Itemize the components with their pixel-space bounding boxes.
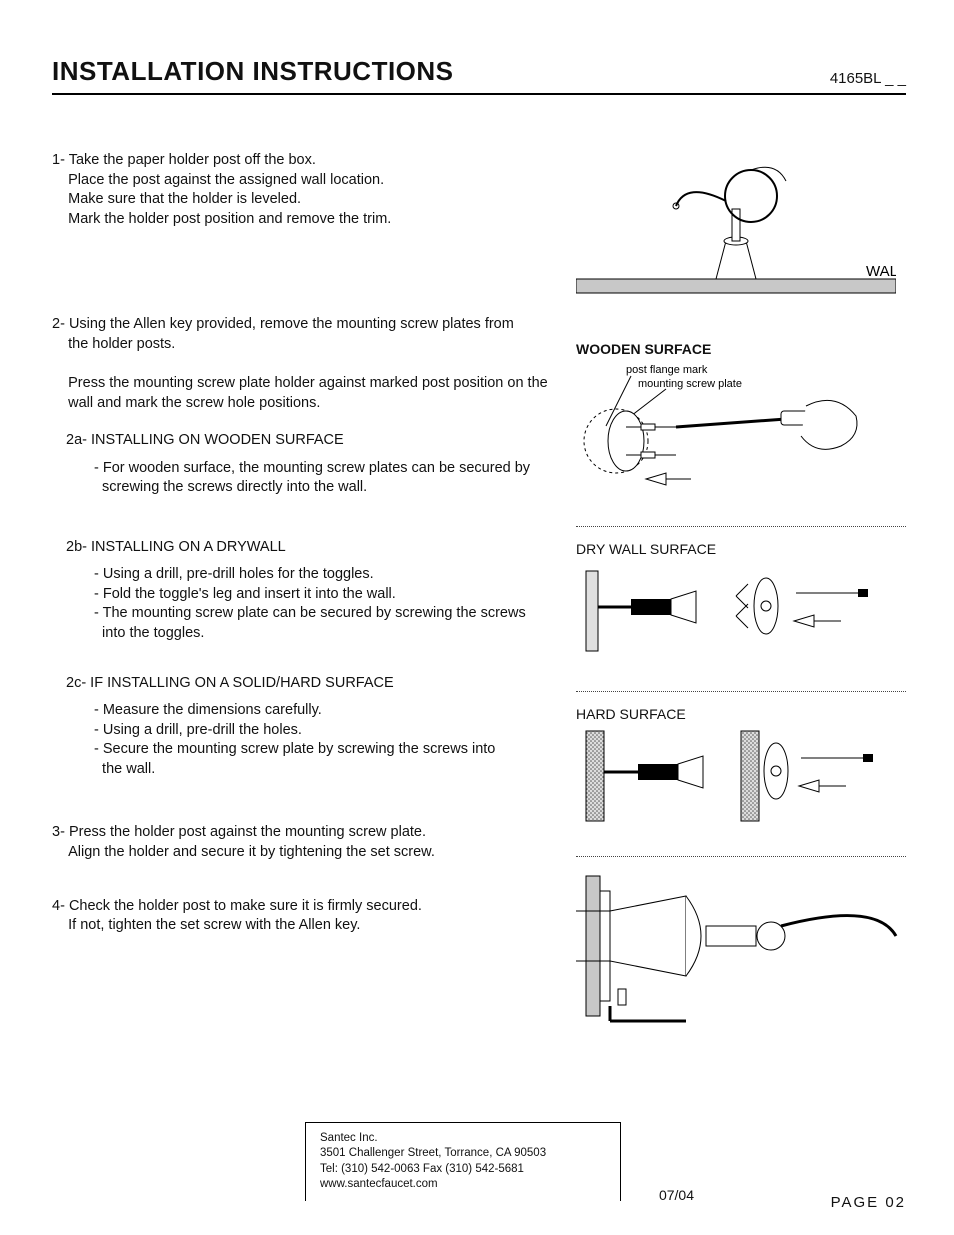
wall-diagram-icon: WALL — [576, 151, 896, 301]
instructions-column: 1- Take the paper holder post off the bo… — [52, 151, 566, 1061]
step-2b-4: into the toggles. — [94, 625, 204, 641]
figure-wooden: WOODEN SURFACE post flange mark mounting… — [576, 341, 906, 496]
step-3-num: 3- — [52, 824, 65, 840]
step-2-l1: Using the Allen key provided, remove the… — [69, 316, 514, 332]
step-4-num: 4- — [52, 898, 65, 914]
step-2c: 2c- IF INSTALLING ON A SOLID/HARD SURFAC… — [66, 674, 566, 780]
step-1-l1: Take the paper holder post off the box. — [69, 152, 316, 168]
figure-drywall: DRY WALL SURFACE — [576, 541, 906, 661]
svg-text:mounting screw plate: mounting screw plate — [638, 378, 742, 390]
company-tel: Tel: (310) 542-0063 Fax (310) 542-5681 — [320, 1163, 524, 1175]
step-2c-2: - Using a drill, pre-drill the holes. — [94, 722, 302, 738]
step-2a-head: 2a- INSTALLING ON WOODEN SURFACE — [66, 431, 566, 451]
step-2c-4: the wall. — [94, 761, 155, 777]
header-row: INSTALLATION INSTRUCTIONS 4165BL _ _ — [52, 56, 906, 95]
company-web: www.santecfaucet.com — [320, 1178, 438, 1190]
step-2c-1: - Measure the dimensions carefully. — [94, 702, 322, 718]
step-2b: 2b- INSTALLING ON A DRYWALL - Using a dr… — [66, 538, 566, 644]
step-2b-3: - The mounting screw plate can be secure… — [94, 605, 526, 621]
wooden-diagram-icon: post flange mark mounting screw plate — [576, 361, 906, 496]
step-3-l1: Press the holder post against the mounti… — [69, 824, 426, 840]
drywall-diagram-icon — [576, 561, 906, 661]
footer: Santec Inc. 3501 Challenger Street, Torr… — [0, 1122, 954, 1201]
step-4-l2: If not, tighten the set screw with the A… — [68, 917, 360, 933]
step-2-l4: wall and mark the screw hole positions. — [68, 395, 320, 411]
step-2: 2- Using the Allen key provided, remove … — [52, 315, 566, 779]
svg-text:post flange mark: post flange mark — [626, 364, 708, 376]
step-2b-1: - Using a drill, pre-drill holes for the… — [94, 566, 374, 582]
step-2a-1: - For wooden surface, the mounting screw… — [94, 460, 530, 476]
doc-date: 07/04 — [659, 1187, 694, 1203]
step-3-l2: Align the holder and secure it by tighte… — [68, 844, 435, 860]
divider-2 — [576, 691, 906, 692]
step-2-num: 2- — [52, 316, 65, 332]
step-2c-3: - Secure the mounting screw plate by scr… — [94, 741, 495, 757]
figure-hard: HARD SURFACE — [576, 706, 906, 826]
company-name: Santec Inc. — [320, 1132, 378, 1144]
step-1-num: 1- — [52, 152, 65, 168]
step-2-l3: Press the mounting screw plate holder ag… — [68, 375, 548, 391]
model-number: 4165BL _ _ — [830, 70, 906, 87]
step-1-l2: Place the post against the assigned wall… — [68, 172, 384, 188]
step-1: 1- Take the paper holder post off the bo… — [52, 151, 566, 229]
divider-3 — [576, 856, 906, 857]
wooden-title: WOODEN SURFACE — [576, 341, 906, 357]
step-2a-2: screwing the screws directly into the wa… — [94, 479, 367, 495]
step-4-l1: Check the holder post to make sure it is… — [69, 898, 422, 914]
figure-wall: WALL — [576, 151, 906, 301]
step-2b-2: - Fold the toggle's leg and insert it in… — [94, 586, 396, 602]
step-1-l4: Mark the holder post position and remove… — [68, 211, 391, 227]
hard-diagram-icon — [576, 726, 906, 826]
step-2c-head: 2c- IF INSTALLING ON A SOLID/HARD SURFAC… — [66, 674, 566, 694]
step-3: 3- Press the holder post against the mou… — [52, 823, 566, 862]
assembly-diagram-icon — [576, 871, 906, 1031]
hard-title: HARD SURFACE — [576, 706, 906, 722]
step-2a: 2a- INSTALLING ON WOODEN SURFACE - For w… — [66, 431, 566, 498]
page-title: INSTALLATION INSTRUCTIONS — [52, 56, 454, 87]
figure-assembly — [576, 871, 906, 1031]
page-number: PAGE 02 — [831, 1194, 906, 1211]
company-addr: 3501 Challenger Street, Torrance, CA 905… — [320, 1147, 546, 1159]
divider-1 — [576, 526, 906, 527]
company-box: Santec Inc. 3501 Challenger Street, Torr… — [305, 1122, 621, 1201]
diagram-column: WALL WOODEN SURFACE post flange mark mou… — [566, 151, 906, 1061]
step-4: 4- Check the holder post to make sure it… — [52, 897, 566, 936]
wall-label: WALL — [866, 263, 896, 280]
step-1-l3: Make sure that the holder is leveled. — [68, 191, 301, 207]
drywall-title: DRY WALL SURFACE — [576, 541, 906, 557]
step-2-l2: the holder posts. — [68, 336, 175, 352]
step-2b-head: 2b- INSTALLING ON A DRYWALL — [66, 538, 566, 558]
